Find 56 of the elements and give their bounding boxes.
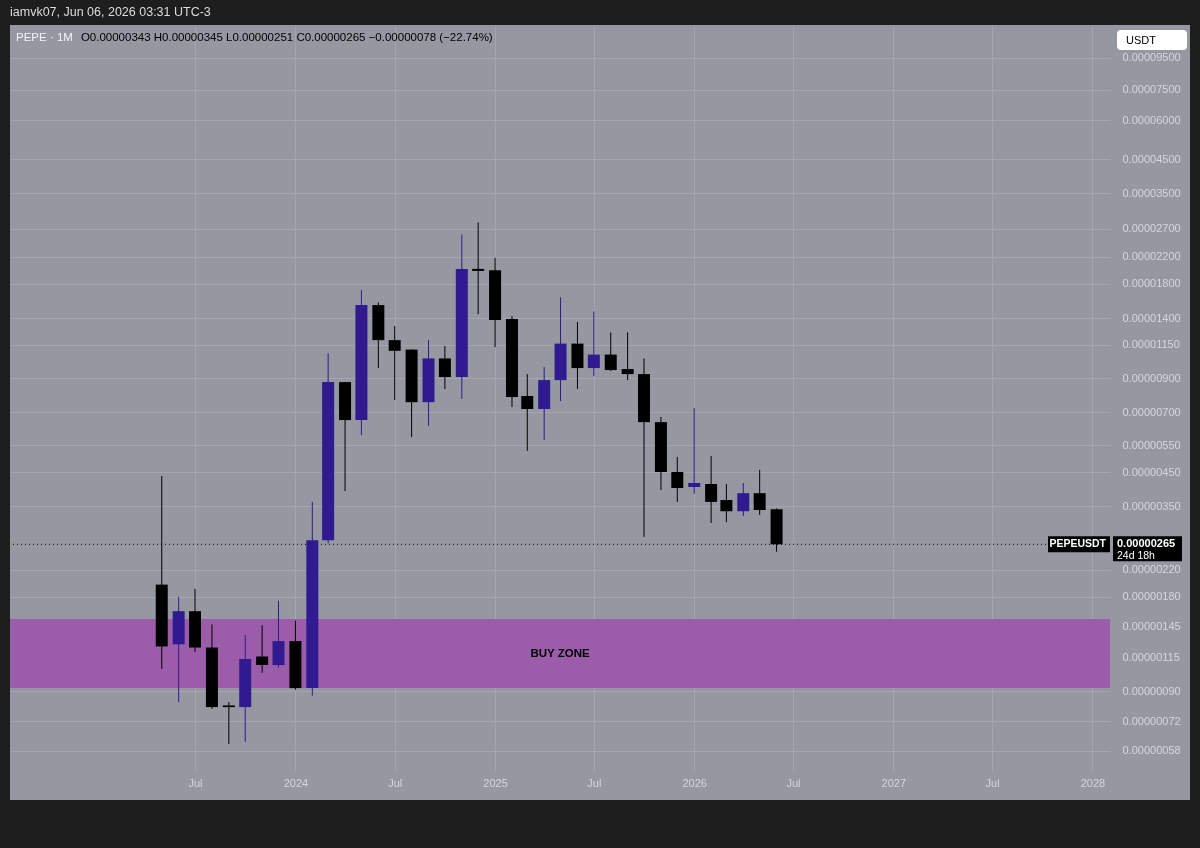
candlestick: [388, 325, 401, 401]
y-tick-label: 0.00000450: [1122, 465, 1181, 478]
candlestick: [438, 345, 451, 390]
y-tick-label: 0.00001400: [1122, 311, 1181, 324]
candlestick: [621, 331, 634, 381]
x-tick-label: Jul: [188, 776, 203, 789]
y-tick-label: 0.00004500: [1122, 152, 1181, 165]
text: iamvk07, Jun 06, 2026 03:31 UTC-3: [10, 5, 211, 19]
y-tick-label: 0.00007500: [1122, 83, 1181, 96]
x-tick-label: 2027: [881, 776, 907, 789]
y-tick-label: 0.00000072: [1122, 714, 1181, 727]
y-tick-label: 0.00009500: [1122, 51, 1181, 64]
candlestick: [737, 482, 750, 517]
candlestick: [256, 624, 269, 674]
y-tick-label: 0.00000900: [1122, 371, 1181, 384]
x-tick-label: Jul: [985, 776, 1000, 789]
chart-title: PEPE · 1M: [16, 31, 73, 43]
candlestick: [753, 469, 766, 516]
x-tick-label: Jul: [786, 776, 801, 789]
candlestick: [720, 483, 733, 523]
candlestick: [222, 701, 235, 745]
text: 24d 18h: [1117, 549, 1156, 562]
band-label: BUY ZONE: [530, 646, 590, 659]
candlestick: [688, 407, 701, 495]
x-tick-label: Jul: [388, 776, 403, 789]
y-tick-label: 0.00000700: [1122, 405, 1181, 418]
candlestick: [587, 310, 600, 377]
candlestick: [521, 373, 534, 452]
y-tick-label: 0.00000115: [1122, 651, 1180, 664]
candlestick: [272, 600, 285, 669]
y-tick-label: 0.00000180: [1122, 590, 1181, 603]
y-tick-label: 0.00000550: [1122, 438, 1181, 451]
y-tick-label: 0.00000058: [1122, 744, 1181, 757]
candlestick: [705, 455, 718, 524]
candlestick: [472, 221, 485, 315]
currency-button: USDT: [1117, 30, 1187, 50]
y-tick-label: 0.00006000: [1122, 113, 1181, 126]
y-tick-label: 0.00000220: [1122, 563, 1181, 576]
chart-subtitle: O0.00000343 H0.00000345 L0.00000251 C0.00000265 −0.00000078 (−22.74%): [80, 31, 493, 43]
ref-line-label: PEPEUSDT: [1049, 537, 1107, 550]
y-tick-label: 0.00000350: [1122, 499, 1181, 512]
y-tick-label: 0.00002200: [1122, 250, 1181, 263]
x-tick-label: 2025: [483, 776, 508, 789]
text: 0.00000265: [1117, 537, 1176, 550]
candlestick: [604, 331, 617, 372]
y-tick-label: 0.00000145: [1122, 619, 1181, 632]
y-tick-label: 0.00003500: [1122, 186, 1181, 199]
x-tick-label: Jul: [587, 776, 602, 789]
x-tick-label: 2026: [682, 776, 707, 789]
y-tick-label: 0.00002700: [1122, 222, 1181, 235]
x-tick-label: 2024: [283, 776, 309, 789]
y-tick-label: 0.00001150: [1122, 338, 1180, 351]
candlestick: [671, 456, 684, 503]
x-tick-label: 2028: [1080, 776, 1106, 789]
y-tick-label: 0.00000090: [1122, 684, 1181, 697]
y-tick-label: 0.00001800: [1122, 277, 1181, 290]
